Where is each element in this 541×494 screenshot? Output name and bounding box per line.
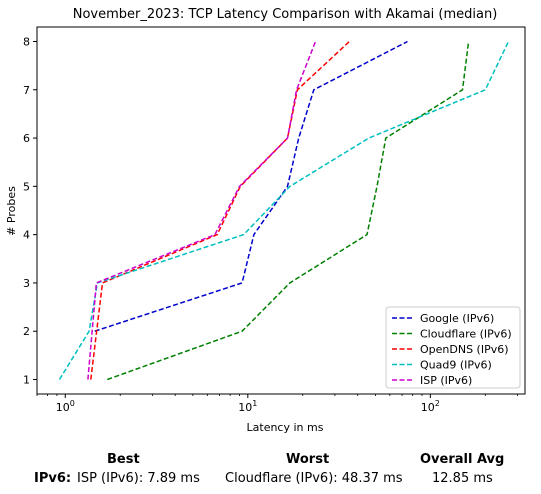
- x-tick-label: 101: [238, 399, 257, 414]
- legend-entry: Google (IPv6): [420, 312, 494, 325]
- legend-entry: Quad9 (IPv6): [420, 359, 492, 372]
- chart-title: November_2023: TCP Latency Comparison wi…: [73, 7, 498, 22]
- overall-avg-value: 12.85 ms: [432, 471, 493, 486]
- legend-entry: ISP (IPv6): [420, 374, 472, 387]
- y-tick-label: 8: [23, 35, 30, 48]
- ipv6-row-label: IPv6:: [34, 471, 72, 486]
- series-line: [94, 40, 408, 332]
- y-axis: 1 2 3 4 5 6 7 8: [23, 35, 37, 387]
- legend-entry: OpenDNS (IPv6): [420, 343, 509, 356]
- x-tick-label: 100: [56, 399, 75, 414]
- y-tick-label: 1: [23, 374, 30, 387]
- overall-avg-header: Overall Avg: [420, 452, 505, 467]
- legend-box: [385, 306, 521, 389]
- latency-chart: November_2023: TCP Latency Comparison wi…: [5, 7, 526, 434]
- y-tick-label: 7: [23, 84, 30, 97]
- x-axis-label: Latency in ms: [247, 421, 324, 434]
- y-axis-label: # Probes: [5, 186, 18, 236]
- series-line: [58, 41, 510, 380]
- y-tick-label: 6: [23, 132, 30, 145]
- series-line: [107, 41, 470, 381]
- series-layer: [58, 40, 510, 381]
- y-tick-label: 3: [23, 277, 30, 290]
- y-tick-label: 5: [23, 180, 30, 193]
- plot-frame: [36, 26, 526, 395]
- series-line: [87, 41, 317, 380]
- worst-value: Cloudflare (IPv6): 48.37 ms: [225, 471, 403, 486]
- legend: Google (IPv6) Cloudflare (IPv6) OpenDNS (I…: [385, 306, 521, 389]
- x-tick-label: 102: [421, 399, 440, 414]
- x-axis: 100 101 102: [36, 394, 518, 414]
- series-line: [90, 40, 350, 380]
- legend-entry: Cloudflare (IPv6): [420, 328, 512, 341]
- best-header: Best: [107, 452, 140, 467]
- best-value: ISP (IPv6): 7.89 ms: [77, 471, 200, 486]
- worst-header: Worst: [286, 452, 330, 467]
- y-tick-label: 4: [23, 229, 30, 242]
- y-tick-label: 2: [23, 325, 30, 338]
